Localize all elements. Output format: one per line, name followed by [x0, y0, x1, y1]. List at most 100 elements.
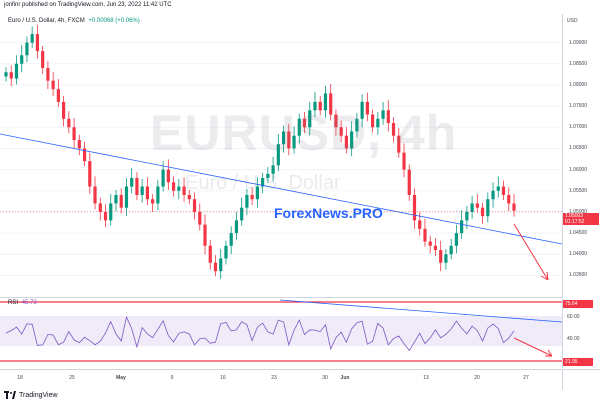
candle-body: [444, 254, 448, 263]
candle-body: [35, 34, 40, 52]
candle-body: [407, 169, 411, 195]
projection-arrow[interactable]: [513, 223, 549, 281]
brand-overlay: ForexNews.PRO: [274, 205, 383, 221]
candle-body: [192, 199, 197, 212]
candle-body: [82, 148, 87, 162]
time-axis-label: 27: [523, 375, 529, 381]
candle-body: [255, 186, 259, 200]
price-axis[interactable]: USD 1.09000 1.08500 1.08000 1.07500 1.07000 1…: [562, 14, 600, 297]
time-axis-label: 23: [271, 375, 277, 381]
time-axis-label: 18: [17, 375, 23, 381]
legend-symbol: Euro / U.S. Dollar, 4h, FXCM: [8, 18, 85, 24]
candle-body: [109, 203, 113, 221]
price-axis-label: 1.07000: [569, 124, 588, 131]
tradingview-logo-icon: [4, 391, 16, 399]
candle-body: [475, 203, 479, 208]
candle-body: [177, 186, 181, 191]
candle-body: [391, 123, 396, 136]
rsi-label: RSI: [8, 300, 19, 306]
candle-body: [402, 152, 406, 170]
candle-body: [208, 245, 212, 263]
candle-body: [51, 80, 55, 90]
candle-body: [397, 135, 401, 153]
price-axis-label: 1.04500: [569, 230, 588, 237]
candle-body: [187, 194, 191, 200]
candle-body: [507, 194, 511, 204]
candle-body: [313, 101, 317, 111]
candle-body: [365, 101, 369, 115]
rsi-axis[interactable]: 60.00 40.00: [562, 298, 600, 368]
candle-body: [56, 89, 60, 102]
candle-body: [381, 110, 385, 119]
chart-frame[interactable]: EURUSD, 4h Euro / U.S. Dollar ForexNews.…: [0, 14, 600, 390]
time-axis[interactable]: 18 25 May 9 16 23 30 Jun 13 20 27: [0, 369, 562, 390]
candle-body: [93, 186, 97, 204]
current-price: 1.05003: [565, 213, 584, 219]
trendline[interactable]: [0, 133, 562, 245]
candlestick-chart[interactable]: [0, 14, 562, 297]
candle-body: [297, 118, 301, 136]
rsi-axis-label-40: 40.00: [567, 336, 580, 342]
candle-body: [271, 165, 275, 174]
candle-body: [9, 72, 13, 79]
candle-body: [119, 194, 123, 208]
candle-body: [344, 135, 349, 149]
candle-body: [412, 194, 417, 221]
price-axis-label: 1.09000: [569, 39, 588, 46]
description-watermark: Euro / U.S. Dollar: [185, 172, 341, 194]
candle-body: [161, 169, 165, 187]
candle-body: [449, 245, 453, 255]
candle-body: [418, 220, 422, 229]
chart-legend[interactable]: Euro / U.S. Dollar, 4h, FXCM +0.00068 (+…: [8, 18, 140, 24]
currency-label: USD: [567, 18, 578, 24]
candle-body: [171, 182, 176, 191]
candle-body: [224, 245, 228, 259]
candle-body: [77, 139, 81, 149]
candle-body: [318, 101, 322, 111]
footer-brand: TradingView: [19, 391, 58, 399]
rsi-trendline[interactable]: [279, 299, 562, 323]
candle-body: [20, 55, 24, 64]
symbol-watermark: EURUSD, 4h: [150, 105, 458, 161]
candle-body: [72, 127, 76, 140]
candle-body: [339, 127, 343, 136]
candle-body: [25, 42, 29, 56]
rsi-projection-arrow[interactable]: [513, 337, 553, 357]
candle-body: [355, 118, 359, 132]
candle-body: [219, 258, 223, 272]
candle-body: [496, 186, 500, 191]
time-axis-label: 13: [423, 375, 429, 381]
time-axis-label: 20: [474, 375, 480, 381]
candle-body: [30, 34, 34, 43]
main-price-pane[interactable]: EURUSD, 4h Euro / U.S. Dollar ForexNews.…: [0, 14, 562, 298]
candle-body: [512, 203, 516, 211]
candle-body: [62, 101, 66, 119]
candle-body: [261, 178, 265, 187]
candle-body: [439, 250, 443, 263]
candle-body: [470, 203, 474, 212]
rsi-legend[interactable]: RSI 45.73: [8, 300, 37, 306]
footer[interactable]: TradingView: [4, 391, 58, 399]
candle-body: [287, 131, 291, 149]
current-price-tag: 1.05003 01:17:52: [563, 213, 599, 225]
legend-change: +0.00068 (+0.06%): [88, 18, 140, 24]
candle-body: [480, 207, 485, 217]
rsi-lower-tag: 21.95: [563, 358, 593, 366]
candle-body: [213, 262, 218, 272]
rsi-pane[interactable]: RSI 45.73: [0, 298, 562, 368]
candle-body: [460, 220, 464, 234]
candle-body: [329, 93, 333, 115]
price-axis-label: 1.05000: [569, 208, 588, 215]
axis-corner: [562, 369, 600, 390]
candle-body: [88, 161, 92, 187]
time-axis-label: 16: [220, 375, 226, 381]
rsi-chart[interactable]: [0, 298, 562, 368]
bar-countdown: 01:17:52: [565, 219, 585, 225]
candle-body: [454, 233, 458, 246]
candle-body: [182, 186, 186, 195]
candle-body: [433, 245, 438, 251]
candle-body: [240, 207, 244, 221]
candle-body: [198, 211, 202, 225]
candle-body: [423, 228, 427, 242]
candle-body: [292, 135, 296, 149]
